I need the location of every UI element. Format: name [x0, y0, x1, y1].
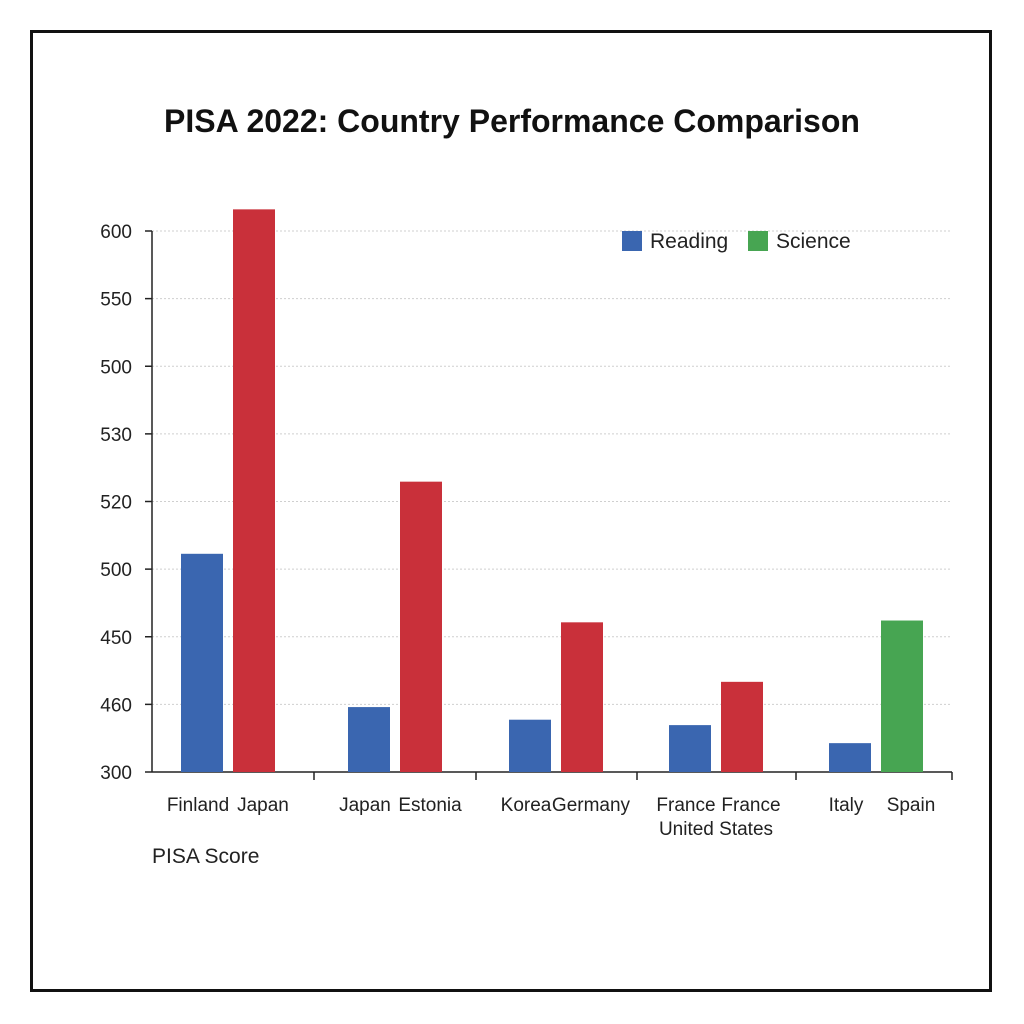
x-tick-label: Korea: [501, 795, 552, 816]
legend: Reading Science: [622, 230, 851, 253]
y-tick-label: 500: [100, 357, 132, 378]
x-tick-label: Finland: [167, 795, 229, 816]
x-tick-sublabel: United States: [659, 819, 773, 840]
bar: [669, 725, 711, 772]
bar: [561, 622, 603, 772]
bars: [181, 209, 923, 773]
y-tick-label: 460: [100, 695, 132, 716]
x-tick-label: France: [721, 795, 780, 816]
y-tick-label: 530: [100, 425, 132, 446]
y-tick-label: 300: [100, 763, 132, 784]
x-tick-label: Estonia: [398, 795, 462, 816]
grid-lines: [152, 230, 952, 705]
y-tick-labels: 300 460 450 500 520 530 500 550 600: [100, 222, 132, 784]
x-tick-label: Italy: [829, 795, 864, 816]
bar: [721, 681, 763, 772]
x-tick-label: Japan: [339, 795, 391, 816]
legend-label: Reading: [650, 230, 728, 253]
x-tick-label: Spain: [887, 795, 936, 816]
bar: [181, 553, 223, 772]
chart-title: PISA 2022: Country Performance Compariso…: [164, 103, 860, 139]
x-tick-label: Germany: [552, 795, 631, 816]
y-tick-label: 500: [100, 560, 132, 581]
bar: [829, 743, 871, 772]
axes: [145, 230, 953, 780]
x-tick-label: Japan: [237, 795, 289, 816]
x-tick-labels: Finland Japan Japan Estonia Korea Germany Fran…: [167, 795, 935, 840]
y-tick-label: 450: [100, 628, 132, 649]
x-tick-label: France: [656, 795, 715, 816]
legend-swatch: [748, 231, 768, 251]
y-axis-label: PISA Score: [152, 845, 260, 868]
bar: [400, 481, 442, 772]
chart-frame: [30, 30, 992, 992]
bar: [233, 209, 275, 773]
bar: [348, 707, 390, 772]
legend-label: Science: [776, 230, 851, 253]
y-tick-label: 550: [100, 290, 132, 311]
bar: [881, 620, 923, 772]
y-tick-label: 520: [100, 493, 132, 514]
bar: [509, 719, 551, 772]
y-tick-label: 600: [100, 222, 132, 243]
legend-swatch: [622, 231, 642, 251]
